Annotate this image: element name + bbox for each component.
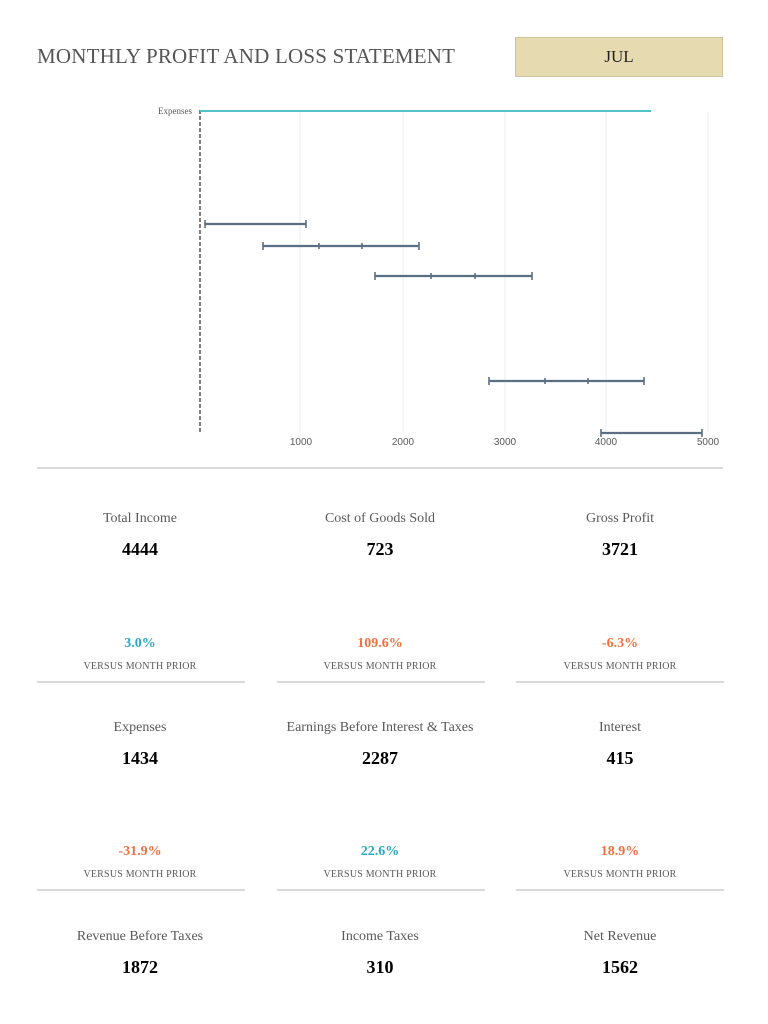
delta-percent: -31.9% xyxy=(118,844,162,859)
delta-percent: -6.3% xyxy=(601,636,639,651)
kpi-net-revenue: Net Revenue 1562 xyxy=(516,929,724,978)
delta-cogs: 109.6% VERSUS MONTH PRIOR xyxy=(276,636,484,672)
row-divider xyxy=(37,681,245,683)
kpi-value: 3721 xyxy=(602,539,638,559)
kpi-label: Gross Profit xyxy=(585,511,655,526)
delta-caption: VERSUS MONTH PRIOR xyxy=(323,869,437,880)
kpi-cogs: Cost of Goods Sold 723 xyxy=(276,511,484,560)
row-divider xyxy=(277,889,485,891)
kpi-value: 1562 xyxy=(602,957,638,977)
delta-gross-profit: -6.3% VERSUS MONTH PRIOR xyxy=(516,636,724,672)
delta-percent: 109.6% xyxy=(357,636,403,651)
kpi-value: 310 xyxy=(366,957,394,977)
kpi-value: 1434 xyxy=(122,748,158,768)
kpi-label: Interest xyxy=(599,720,641,735)
kpi-label: Total Income xyxy=(102,511,178,526)
month-value: JUL xyxy=(604,47,634,66)
delta-ebit: 22.6% VERSUS MONTH PRIOR xyxy=(276,844,484,880)
delta-caption: VERSUS MONTH PRIOR xyxy=(563,661,677,672)
kpi-expenses: Expenses 1434 xyxy=(36,720,244,769)
svg-text:3000: 3000 xyxy=(494,437,517,448)
category-label-expenses: Expenses xyxy=(158,106,192,116)
svg-text:5000: 5000 xyxy=(697,437,720,448)
page-title: MONTHLY PROFIT AND LOSS STATEMENT xyxy=(37,44,456,68)
kpi-revenue-before-taxes: Revenue Before Taxes 1872 xyxy=(36,929,244,978)
delta-percent: 18.9% xyxy=(600,844,640,859)
row-divider xyxy=(516,889,724,891)
kpi-value: 723 xyxy=(366,539,394,559)
kpi-value: 4444 xyxy=(122,539,158,559)
delta-interest: 18.9% VERSUS MONTH PRIOR xyxy=(516,844,724,880)
kpi-gross-profit: Gross Profit 3721 xyxy=(516,511,724,560)
kpi-label: Earnings Before Interest & Taxes xyxy=(286,720,474,735)
kpi-income-taxes: Income Taxes 310 xyxy=(276,929,484,978)
delta-total-income: 3.0% VERSUS MONTH PRIOR xyxy=(36,636,244,672)
row-divider xyxy=(37,889,245,891)
bar-segments xyxy=(204,220,703,437)
kpi-label: Income Taxes xyxy=(341,929,419,944)
kpi-label: Cost of Goods Sold xyxy=(324,511,436,526)
kpi-value: 415 xyxy=(606,748,634,768)
delta-percent: 3.0% xyxy=(124,636,156,651)
kpi-interest: Interest 415 xyxy=(516,720,724,769)
svg-text:4000: 4000 xyxy=(595,437,618,448)
chart-gridlines xyxy=(299,112,709,432)
kpi-value: 1872 xyxy=(122,957,158,977)
kpi-ebit: Earnings Before Interest & Taxes 2287 xyxy=(276,720,484,769)
waterfall-chart: Expenses 1000 2000 3000 4000 5000 xyxy=(158,106,720,448)
svg-text:1000: 1000 xyxy=(290,437,313,448)
svg-text:2000: 2000 xyxy=(392,437,415,448)
delta-caption: VERSUS MONTH PRIOR xyxy=(83,661,197,672)
x-axis-ticks: 1000 2000 3000 4000 5000 xyxy=(290,437,720,448)
row-divider xyxy=(277,681,485,683)
chart-divider xyxy=(37,467,723,469)
kpi-label: Net Revenue xyxy=(583,929,657,944)
row-divider xyxy=(516,681,724,683)
kpi-value: 2287 xyxy=(362,748,398,768)
delta-expenses: -31.9% VERSUS MONTH PRIOR xyxy=(36,844,244,880)
delta-caption: VERSUS MONTH PRIOR xyxy=(323,661,437,672)
delta-caption: VERSUS MONTH PRIOR xyxy=(83,869,197,880)
kpi-total-income: Total Income 4444 xyxy=(36,511,244,560)
month-selector[interactable]: JUL xyxy=(515,37,723,77)
kpi-label: Expenses xyxy=(113,720,167,735)
delta-percent: 22.6% xyxy=(360,844,400,859)
kpi-label: Revenue Before Taxes xyxy=(76,929,204,944)
delta-caption: VERSUS MONTH PRIOR xyxy=(563,869,677,880)
